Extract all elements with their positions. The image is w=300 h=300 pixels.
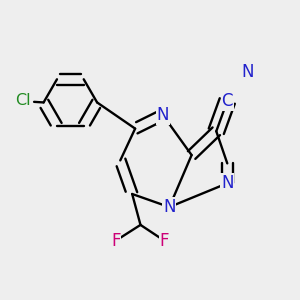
Text: Cl: Cl [16, 94, 31, 109]
Text: N: N [241, 63, 254, 81]
Text: F: F [111, 232, 121, 250]
Text: N: N [163, 198, 176, 216]
Text: F: F [160, 232, 169, 250]
Text: C: C [221, 92, 233, 110]
Text: N: N [157, 106, 169, 124]
Text: N: N [221, 174, 233, 192]
